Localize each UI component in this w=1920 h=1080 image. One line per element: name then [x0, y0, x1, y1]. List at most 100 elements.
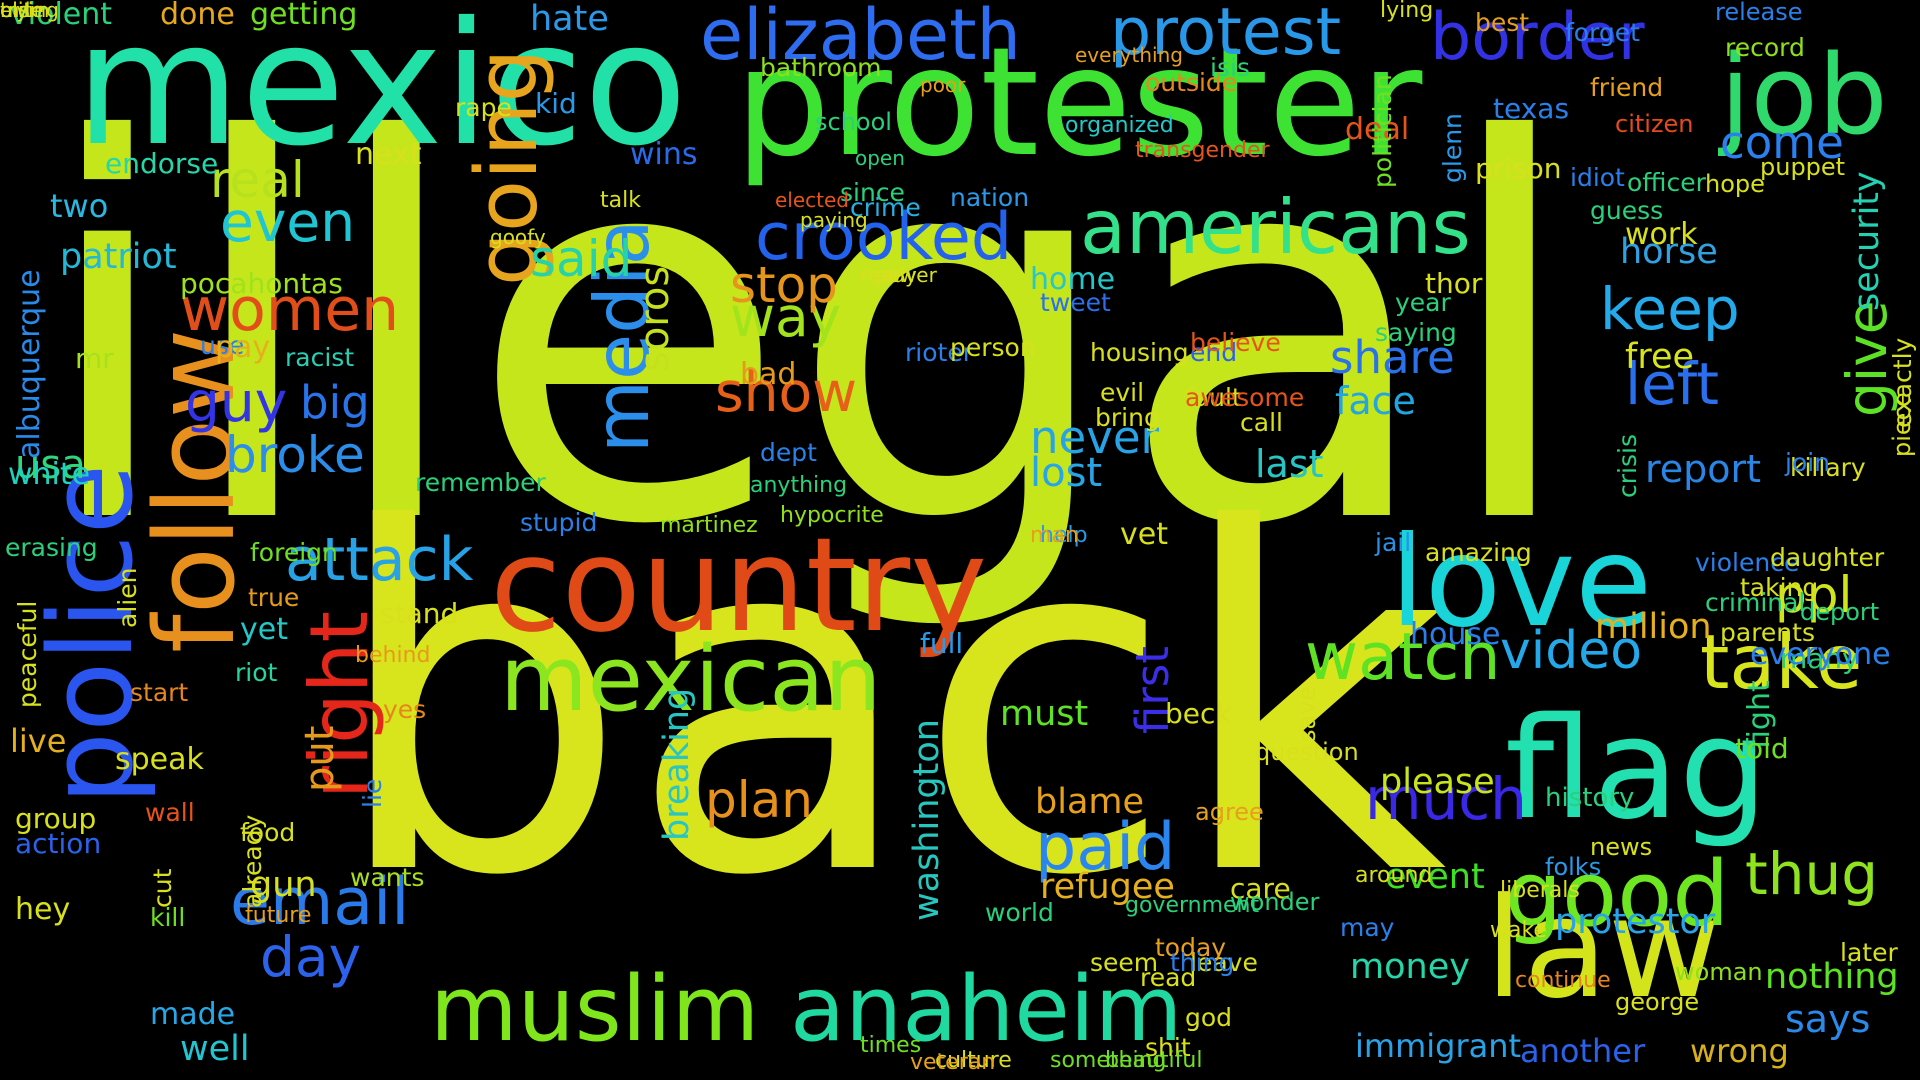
- word-work: work: [1625, 217, 1698, 252]
- word-use: use: [200, 331, 245, 360]
- word-paid: paid: [1035, 810, 1176, 885]
- word-school: school: [815, 108, 892, 136]
- word-albuquerque: albuquerque: [12, 269, 47, 459]
- word-ppl: ppl: [1775, 566, 1853, 624]
- word-group: group: [15, 802, 97, 835]
- word-person: person: [950, 333, 1036, 362]
- word-mr: mr: [75, 342, 114, 375]
- word-leave: leave: [1190, 948, 1258, 977]
- word-seem: seem: [1090, 948, 1159, 977]
- word-question: question: [1255, 738, 1359, 766]
- word-world: world: [985, 898, 1054, 927]
- word-yet: yet: [240, 612, 288, 647]
- word-year: year: [1395, 288, 1451, 317]
- word-future: future: [245, 903, 312, 928]
- word-wants: wants: [350, 863, 425, 892]
- word-job: job: [1720, 31, 1888, 159]
- word-real: real: [210, 151, 305, 209]
- word-broke: broke: [225, 426, 365, 484]
- word-another: another: [1520, 1032, 1646, 1070]
- word-way: way: [730, 285, 842, 349]
- word-violence: violence: [1695, 548, 1800, 577]
- word-home: home: [1030, 262, 1116, 297]
- word-remember: remember: [415, 468, 546, 497]
- word-around: around: [1355, 863, 1433, 888]
- word-americans: americans: [1080, 183, 1471, 271]
- word-made: made: [150, 997, 236, 1032]
- word-protester: protester: [735, 16, 1423, 190]
- word-stop: stop: [730, 256, 838, 314]
- word-deal: deal: [1345, 112, 1410, 147]
- word-wall: wall: [145, 798, 195, 827]
- word-vet: vet: [1120, 517, 1168, 552]
- word-cut: cut: [148, 868, 177, 908]
- word-protest: protest: [1110, 0, 1342, 70]
- word-help: help: [1040, 523, 1088, 548]
- word-free: free: [1625, 337, 1695, 377]
- word-big: big: [300, 376, 370, 429]
- word-bad: bad: [740, 357, 797, 392]
- word-talk: talk: [600, 188, 641, 213]
- word-exactly: exactly: [1888, 337, 1917, 428]
- word-immigrant: immigrant: [1355, 1027, 1522, 1065]
- word-behind: behind: [355, 643, 431, 668]
- word-million: million: [1595, 607, 1712, 647]
- word-liberals: liberals: [1500, 878, 1580, 903]
- word-love: love: [1390, 510, 1653, 655]
- word-daughter: daughter: [1770, 543, 1885, 572]
- word-event: event: [1385, 857, 1485, 897]
- word-washington: washington: [907, 718, 947, 921]
- word-guess: guess: [1590, 196, 1664, 225]
- word-tweet: tweet: [1040, 288, 1111, 317]
- word-thor: thor: [1425, 267, 1483, 300]
- word-crime: crime: [850, 193, 921, 222]
- word-erasing: erasing: [5, 533, 98, 562]
- word-believe: believe: [1190, 328, 1281, 357]
- word-food: food: [240, 818, 296, 847]
- word-peaceful: peaceful: [13, 600, 42, 708]
- word-elizabeth: elizabeth: [700, 0, 1021, 76]
- word-friend: friend: [1590, 73, 1664, 102]
- word-open: open: [855, 146, 905, 170]
- word-much: much: [1365, 765, 1527, 833]
- word-officer: officer: [1627, 168, 1706, 197]
- word-jail: jail: [1375, 528, 1412, 557]
- word-mexican: mexican: [500, 627, 882, 732]
- word-well: well: [180, 1029, 250, 1069]
- word-usa: usa: [15, 442, 86, 488]
- word-agree: agree: [1195, 798, 1264, 826]
- word-folks: folks: [1545, 853, 1602, 881]
- word-god: god: [1185, 1003, 1233, 1032]
- word-times: times: [860, 1033, 922, 1058]
- word-citizen: citizen: [1615, 110, 1694, 138]
- word-care: care: [1230, 872, 1291, 905]
- word-take: take: [1700, 618, 1863, 706]
- word-woman: woman: [1675, 958, 1763, 986]
- word-killary: killary: [1790, 453, 1866, 482]
- word-refugee: refugee: [1040, 867, 1175, 907]
- word-hate: hate: [530, 0, 609, 39]
- word-racist: racist: [285, 343, 355, 372]
- word-soros: soros: [632, 265, 678, 372]
- word-puppet: puppet: [1760, 153, 1846, 181]
- word-wake: wake: [1490, 918, 1547, 943]
- word-parents: parents: [1720, 618, 1815, 647]
- word-old: old: [0, 0, 31, 22]
- word-told: told: [1735, 732, 1789, 765]
- word-continue: continue: [1515, 968, 1611, 993]
- word-news: news: [1590, 833, 1653, 861]
- word-fault: fault: [1185, 383, 1242, 412]
- word-watch: watch: [1305, 620, 1501, 695]
- word-shit: shit: [1145, 1033, 1191, 1062]
- word-evil: evil: [1100, 378, 1145, 407]
- word-thing: thing: [1170, 948, 1235, 977]
- word-organized: organized: [1065, 113, 1174, 138]
- word-house: house: [1410, 617, 1501, 652]
- word-later: later: [1840, 938, 1898, 967]
- word-white: white: [8, 457, 91, 492]
- word-hey: hey: [15, 892, 71, 927]
- word-martinez: martinez: [660, 513, 758, 538]
- word-pay: pay: [215, 330, 271, 365]
- word-join: join: [1785, 448, 1831, 477]
